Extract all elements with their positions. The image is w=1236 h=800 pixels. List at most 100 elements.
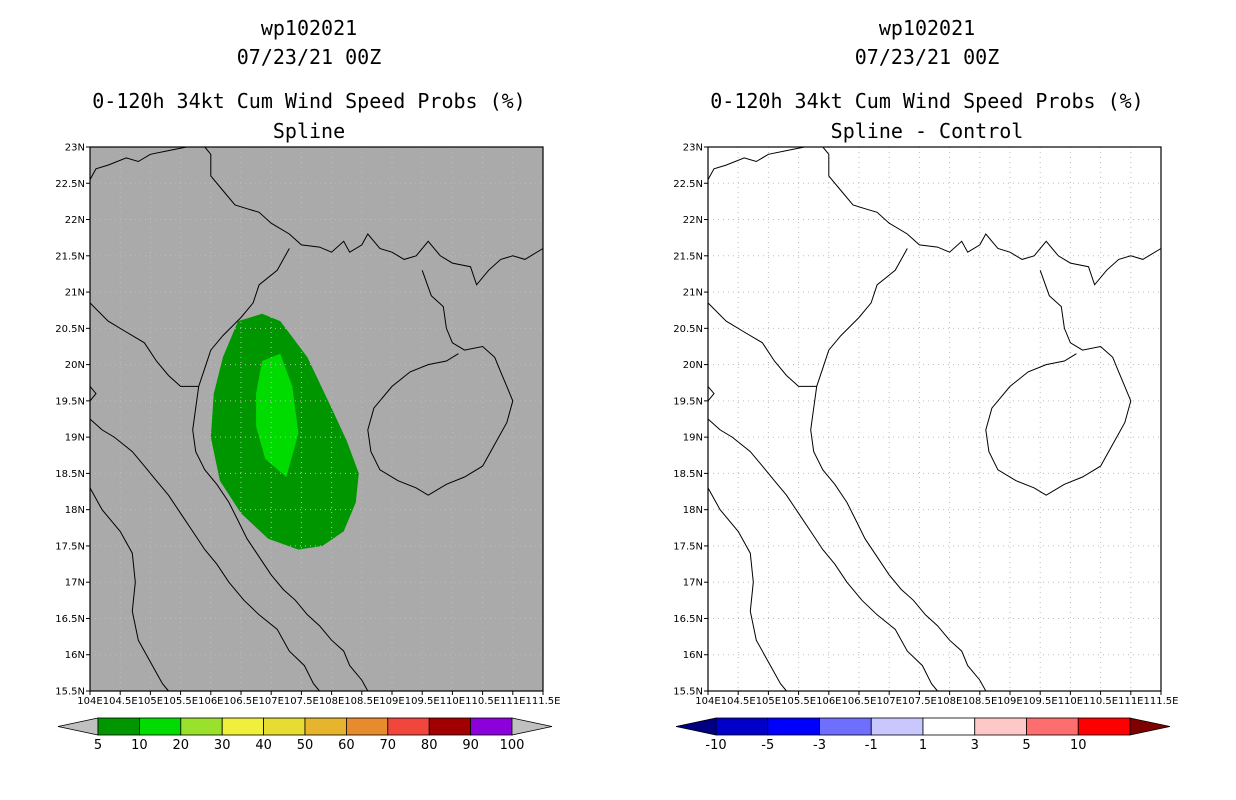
lat-label: 20.5N — [55, 324, 85, 335]
lat-label: 22.5N — [55, 179, 85, 190]
lat-label: 17N — [683, 578, 703, 589]
lat-label: 15.5N — [673, 687, 703, 698]
lon-label: 108.5E — [344, 696, 379, 707]
left-colorbar-label: 60 — [338, 738, 355, 753]
lat-label: 19N — [65, 433, 85, 444]
left-colorbar-label: 70 — [380, 738, 397, 753]
left-product-title: 0-120h 34kt Cum Wind Speed Probs (%) — [92, 89, 526, 113]
lat-label: 17.5N — [55, 541, 85, 552]
lon-label: 105E — [138, 696, 163, 707]
left-colorbar-segment — [138, 717, 182, 736]
right-colorbar-label: -3 — [813, 738, 826, 753]
right-colorbar-label: -1 — [865, 738, 878, 753]
right-map-plot: 23N 22.5N 22N 21.5N 21N 20.5N 20N 19.5N 19N 18.5N… — [673, 143, 1179, 754]
left-colorbar-segment — [180, 717, 223, 736]
right-datetime: 07/23/21 00Z — [854, 45, 1000, 69]
right-colorbar-segment — [1026, 717, 1079, 736]
lat-label: 22N — [683, 215, 703, 226]
coastline — [89, 418, 320, 692]
lat-label: 16.5N — [673, 614, 703, 625]
coastline — [707, 418, 938, 692]
lon-label: 111.5E — [1144, 696, 1179, 707]
left-map-plot: 23N 22.5N 22N 21.5N 21N 20.5N 20N 19.5N 19N 18.5N… — [55, 143, 561, 754]
lon-label: 107.5E — [902, 696, 937, 707]
lat-label: 20N — [65, 360, 85, 371]
right-colorbar-label: 5 — [1022, 738, 1030, 753]
lon-label: 104.5E — [721, 696, 756, 707]
right-plot-area — [708, 147, 1161, 691]
left-colorbar-label: 50 — [297, 738, 314, 753]
coastline — [89, 146, 187, 180]
right-plot-frame — [707, 146, 1162, 692]
lon-label: 110.5E — [1083, 696, 1118, 707]
lat-label: 21N — [683, 288, 703, 299]
lon-label: 106E — [198, 696, 223, 707]
left-colorbar-segment — [304, 717, 347, 736]
right-subtitle: Spline - Control — [830, 119, 1024, 143]
lon-label: 106.5E — [842, 696, 877, 707]
lon-label: 107.5E — [284, 696, 319, 707]
left-colorbar-segment — [263, 717, 306, 736]
left-colorbar-end-left — [57, 717, 99, 736]
right-colorbar-segment — [715, 717, 769, 736]
left-plot-frame — [89, 146, 544, 692]
lat-label: 18.5N — [673, 469, 703, 480]
lon-label: 111E — [1118, 696, 1143, 707]
right-colorbar-segment — [819, 717, 872, 736]
left-datetime: 07/23/21 00Z — [236, 45, 382, 69]
lon-label: 109E — [379, 696, 404, 707]
lat-label: 23N — [683, 143, 703, 154]
left-colorbar-label: 100 — [500, 738, 525, 753]
left-colorbar-label: 40 — [255, 738, 272, 753]
left-colorbar-segment — [345, 717, 389, 736]
lat-label: 19N — [683, 433, 703, 444]
right-colorbar-segment — [1077, 717, 1131, 736]
left-colorbar-label: 80 — [421, 738, 438, 753]
coastline — [707, 302, 817, 387]
coastline — [707, 146, 805, 180]
left-subtitle: Spline — [272, 119, 346, 143]
lat-label: 16.5N — [55, 614, 85, 625]
lat-label: 16N — [683, 650, 703, 661]
lon-label: 108.5E — [962, 696, 997, 707]
right-colorbar-label: 1 — [919, 738, 927, 753]
lon-label: 111.5E — [526, 696, 561, 707]
left-panel: wp102021 07/23/21 00Z 0-120h 34kt Cum Wi… — [55, 16, 561, 754]
right-colorbar-segment — [870, 717, 924, 736]
left-colorbar-segment — [97, 717, 140, 736]
lat-label: 21.5N — [673, 251, 703, 262]
lon-label: 109.5E — [405, 696, 440, 707]
lon-label: 105E — [756, 696, 781, 707]
lon-label: 104.5E — [103, 696, 138, 707]
right-colorbar-end-right — [1129, 717, 1171, 736]
lon-label: 105.5E — [781, 696, 816, 707]
coastline — [985, 270, 1132, 496]
prob-10-20-region — [256, 353, 299, 477]
left-colorbar-label: 10 — [131, 738, 148, 753]
right-panel: wp102021 07/23/21 00Z 0-120h 34kt Cum Wi… — [618, 0, 1236, 800]
left-storm-id: wp102021 — [260, 16, 358, 40]
right-colorbar-label: 3 — [971, 738, 979, 753]
lon-label: 108E — [319, 696, 344, 707]
coastline — [89, 302, 199, 387]
left-colorbar-segment — [221, 717, 264, 736]
lat-label: 20.5N — [673, 324, 703, 335]
lon-label: 111E — [500, 696, 525, 707]
left-colorbar-segment — [470, 717, 513, 736]
coastline — [707, 487, 787, 692]
right-product-title: 0-120h 34kt Cum Wind Speed Probs (%) — [710, 89, 1144, 113]
lat-label: 21N — [65, 288, 85, 299]
lat-label: 20N — [683, 360, 703, 371]
left-colorbar-label: 5 — [94, 738, 102, 753]
right-colorbar-segment — [767, 717, 820, 736]
lat-label: 17N — [65, 578, 85, 589]
coastline — [89, 487, 169, 692]
lon-label: 109E — [997, 696, 1022, 707]
right-colorbar-label: -5 — [761, 738, 774, 753]
left-colorbar-label: 90 — [462, 738, 479, 753]
left-colorbar-end-right — [511, 717, 553, 736]
right-colorbar-label: -10 — [705, 738, 726, 753]
lon-label: 109.5E — [1023, 696, 1058, 707]
left-colorbar-segment — [387, 717, 430, 736]
lon-label: 107E — [876, 696, 901, 707]
